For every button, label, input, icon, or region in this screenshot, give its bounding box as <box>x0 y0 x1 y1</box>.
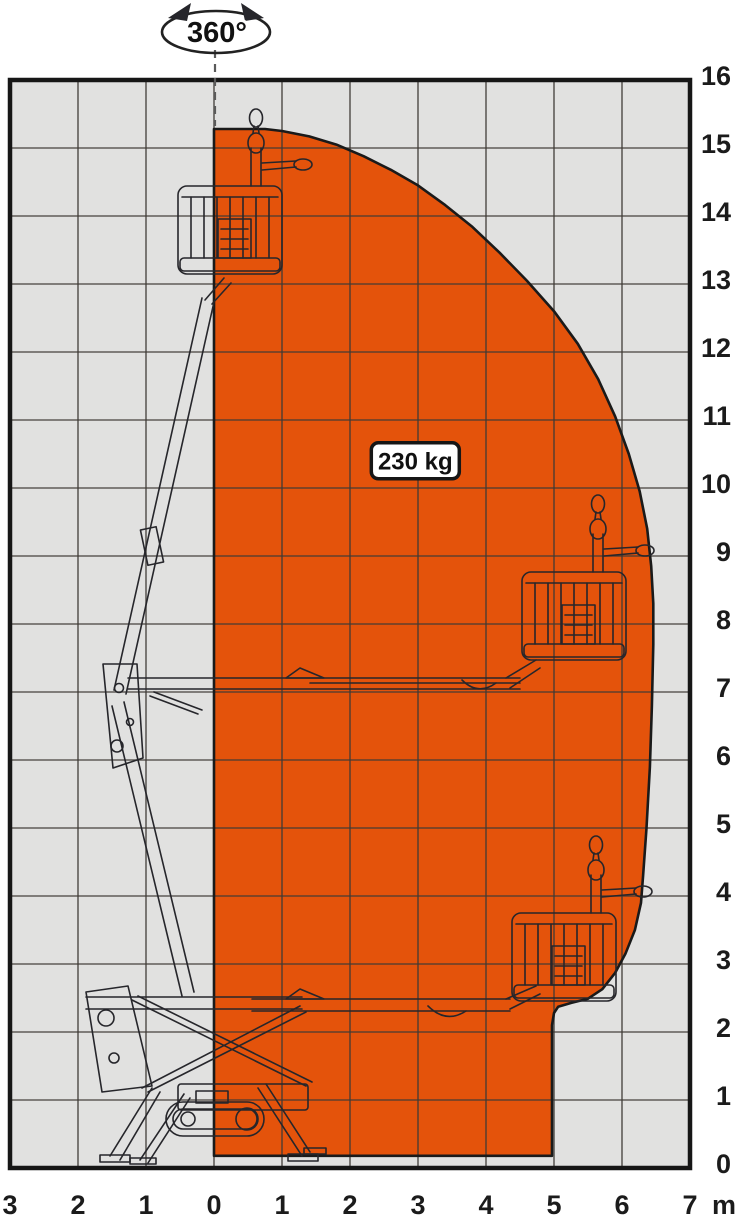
machine-illustration-elevated <box>177 108 313 305</box>
machine-illustration-base <box>85 297 327 1165</box>
x-tick-label: 6 <box>614 1190 629 1220</box>
x-tick-label: 5 <box>546 1190 561 1220</box>
machine-illustrations <box>85 108 655 1165</box>
x-tick-label: 1 <box>138 1190 153 1220</box>
y-tick-label: 11 <box>702 401 731 431</box>
x-tick-label: 2 <box>70 1190 85 1220</box>
plot-border <box>7 77 693 1171</box>
machine-illustration-low-reach <box>251 835 653 1018</box>
y-tick-label: 14 <box>701 197 731 227</box>
y-tick-label: 5 <box>716 809 731 839</box>
rotation-arrow-left-icon <box>168 3 191 21</box>
y-tick-label: 8 <box>716 605 731 635</box>
y-tick-label: 12 <box>701 333 731 363</box>
x-tick-label: 4 <box>478 1190 493 1220</box>
x-tick-label: 2 <box>342 1190 357 1220</box>
envelope-outline <box>212 127 655 1158</box>
y-tick-label: 7 <box>716 673 731 703</box>
y-tick-label: 0 <box>716 1149 731 1179</box>
y-tick-label: 13 <box>701 265 731 295</box>
y-tick-label: 4 <box>716 877 731 907</box>
x-tick-label: 1 <box>274 1190 289 1220</box>
x-tick-label: 0 <box>206 1190 221 1220</box>
y-tick-label: 3 <box>716 945 731 975</box>
payload-badge: 230 kg <box>369 441 462 481</box>
y-tick-label: 9 <box>716 537 731 567</box>
y-tick-label: 10 <box>701 469 731 499</box>
payload-badge-box <box>369 441 462 481</box>
y-tick-label: 16 <box>701 61 731 91</box>
envelope-fill <box>214 129 654 1156</box>
x-axis-unit-label: m <box>712 1190 736 1220</box>
y-tick-label: 15 <box>701 129 731 159</box>
rotation-ellipse <box>160 9 272 55</box>
working-envelope-area <box>214 129 654 1156</box>
y-tick-label: 1 <box>716 1081 731 1111</box>
envelope-outline-path <box>212 127 655 1158</box>
y-tick-label: 6 <box>716 741 731 771</box>
x-tick-label: 3 <box>2 1190 17 1220</box>
rotation-indicator: 360° <box>160 3 272 126</box>
rotation-label: 360° <box>187 17 247 49</box>
x-tick-label: 3 <box>410 1190 425 1220</box>
machine-illustration-mid-reach <box>127 494 655 715</box>
payload-badge-label: 230 kg <box>378 448 453 475</box>
y-tick-label: 2 <box>716 1013 731 1043</box>
x-tick-label: 7 <box>682 1190 697 1220</box>
rotation-arrow-right-icon <box>241 3 264 21</box>
